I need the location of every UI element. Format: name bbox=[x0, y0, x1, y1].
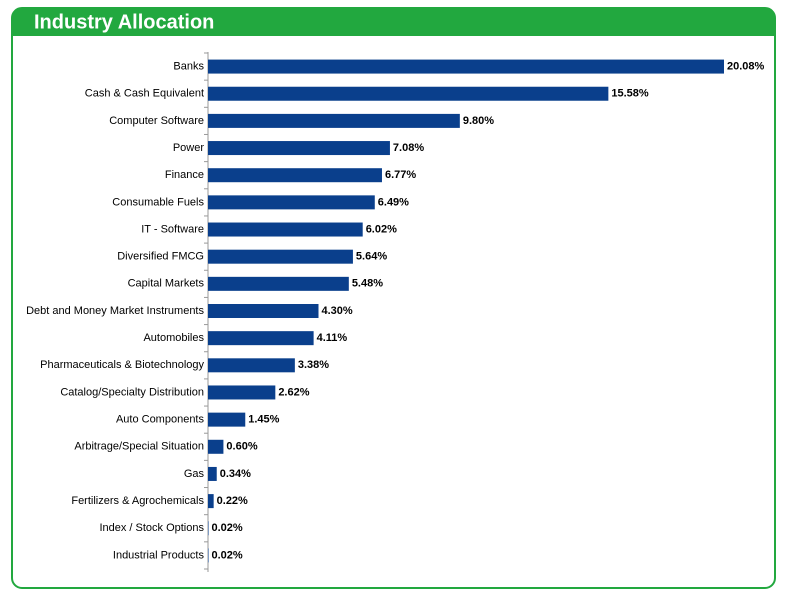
bar bbox=[208, 548, 209, 563]
value-label: 4.11% bbox=[317, 332, 348, 344]
category-label: Capital Markets bbox=[128, 278, 205, 290]
category-label: Arbitrage/Special Situation bbox=[74, 441, 204, 453]
value-label: 5.64% bbox=[356, 251, 387, 263]
value-label: 5.48% bbox=[352, 278, 383, 290]
bar bbox=[208, 412, 246, 427]
bar bbox=[208, 304, 319, 318]
category-label: Computer Software bbox=[109, 115, 204, 127]
value-label: 6.02% bbox=[366, 223, 397, 235]
value-label: 6.49% bbox=[378, 196, 409, 208]
category-label: Catalog/Specialty Distribution bbox=[60, 386, 204, 398]
chart-title: Industry Allocation bbox=[34, 11, 214, 33]
value-label: 20.08% bbox=[727, 60, 765, 72]
value-label: 9.80% bbox=[463, 115, 494, 127]
value-label: 0.22% bbox=[217, 495, 248, 507]
category-label: Banks bbox=[173, 60, 204, 72]
category-label: Cash & Cash Equivalent bbox=[85, 88, 204, 100]
value-label: 0.02% bbox=[212, 522, 243, 534]
category-label: Index / Stock Options bbox=[99, 522, 204, 534]
bar bbox=[208, 113, 460, 128]
category-label: Diversified FMCG bbox=[117, 251, 204, 263]
category-label: Automobiles bbox=[143, 332, 204, 344]
category-label: Debt and Money Market Instruments bbox=[26, 305, 204, 317]
bar bbox=[208, 249, 353, 264]
category-label: Pharmaceuticals & Biotechnology bbox=[40, 359, 204, 371]
bar bbox=[208, 494, 214, 509]
header-bar bbox=[12, 8, 775, 36]
bar bbox=[208, 385, 276, 400]
category-label: Industrial Products bbox=[113, 549, 205, 561]
bar bbox=[208, 222, 363, 237]
value-label: 1.45% bbox=[248, 414, 279, 426]
value-label: 7.08% bbox=[393, 142, 424, 154]
bar bbox=[208, 358, 295, 373]
value-label: 0.02% bbox=[212, 549, 243, 561]
bar bbox=[208, 466, 217, 481]
bar bbox=[208, 521, 209, 536]
value-label: 15.58% bbox=[611, 88, 649, 100]
bar bbox=[208, 439, 224, 454]
category-label: IT - Software bbox=[141, 223, 204, 235]
value-label: 3.38% bbox=[298, 359, 329, 371]
value-label: 2.62% bbox=[278, 386, 309, 398]
category-label: Auto Components bbox=[116, 414, 205, 426]
value-label: 0.60% bbox=[226, 441, 257, 453]
bar bbox=[208, 276, 349, 291]
value-label: 4.30% bbox=[321, 305, 352, 317]
value-label: 0.34% bbox=[220, 468, 251, 480]
category-label: Consumable Fuels bbox=[112, 196, 204, 208]
bar bbox=[208, 59, 724, 74]
category-label: Finance bbox=[165, 169, 204, 181]
category-label: Power bbox=[173, 142, 205, 154]
bar bbox=[208, 168, 382, 183]
bar bbox=[208, 141, 390, 156]
bar bbox=[208, 86, 609, 101]
category-label: Fertilizers & Agrochemicals bbox=[71, 495, 204, 507]
bar bbox=[208, 331, 314, 346]
category-label: Gas bbox=[184, 468, 205, 480]
bar bbox=[208, 195, 375, 210]
value-label: 6.77% bbox=[385, 169, 416, 181]
